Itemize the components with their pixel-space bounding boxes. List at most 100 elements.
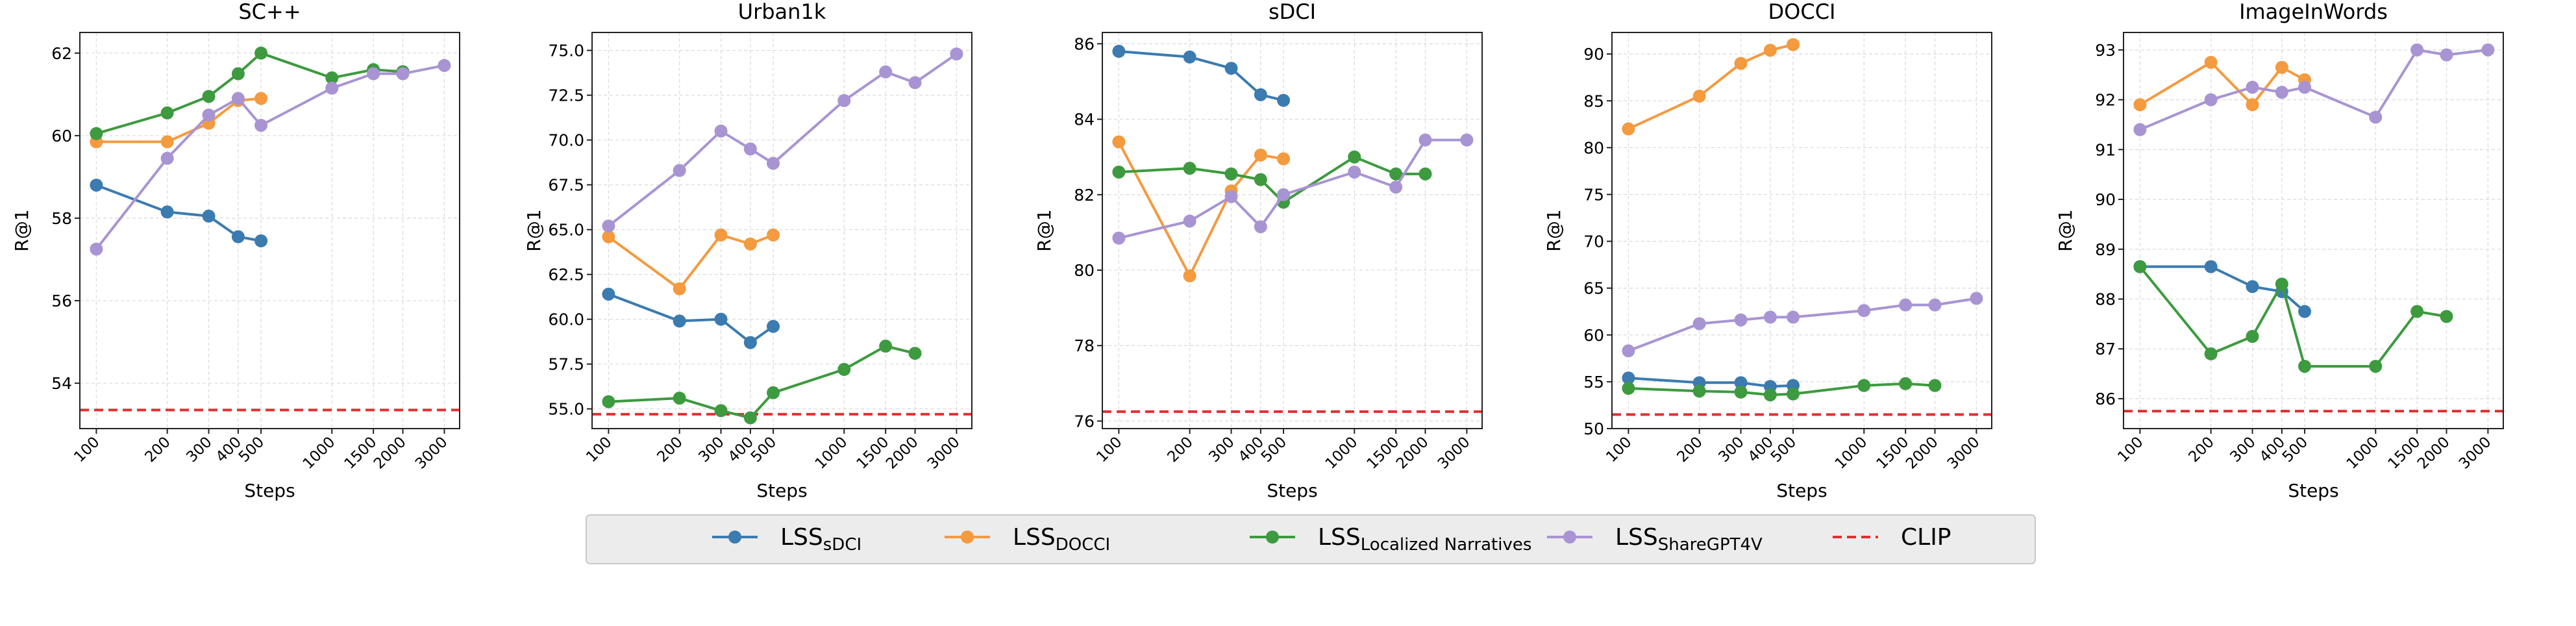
x-tick-label: 3000: [412, 434, 451, 473]
legend-label-sub: sDCI: [823, 535, 861, 555]
x-tick-label: 1000: [812, 434, 851, 473]
data-point: [231, 67, 245, 81]
x-tick-label: 3000: [924, 434, 963, 473]
data-point: [254, 92, 268, 105]
plot-area: [592, 32, 972, 429]
data-point: [1389, 181, 1403, 194]
data-point: [2275, 277, 2288, 291]
x-tick-label: 2000: [883, 434, 922, 473]
data-point: [2369, 110, 2383, 124]
data-point: [2440, 48, 2453, 62]
y-tick-label: 60: [1583, 326, 1604, 345]
data-point: [325, 71, 339, 84]
data-point: [1183, 162, 1196, 175]
axes-frame: [1102, 32, 1483, 429]
x-tick-label: 200: [1674, 434, 1705, 466]
data-point: [743, 237, 757, 251]
data-point: [1277, 188, 1291, 201]
data-point: [231, 230, 245, 244]
data-point: [254, 118, 268, 132]
x-tick-label: 300: [2227, 434, 2259, 466]
x-tick-label: 500: [2279, 434, 2311, 466]
data-point: [837, 94, 851, 107]
axes-frame: [1611, 32, 1992, 429]
data-point: [950, 47, 963, 61]
x-tick-label: 100: [1603, 434, 1635, 466]
data-point: [2275, 60, 2288, 74]
data-point: [325, 81, 339, 95]
data-point: [1348, 150, 1361, 164]
y-tick-label: 90: [1583, 45, 1604, 64]
y-tick-label: 78: [1074, 336, 1095, 355]
gridlines: [592, 32, 972, 429]
y-tick-label: 62.5: [548, 266, 584, 284]
series-sharegpt4v: [602, 47, 963, 233]
data-point: [1418, 167, 1432, 181]
legend-label-sub: ShareGPT4V: [1658, 535, 1763, 555]
series-ln: [602, 340, 922, 425]
y-tick-label: 50: [1583, 419, 1604, 438]
data-point: [673, 314, 686, 328]
chart-title: DOCCI: [1768, 0, 1836, 24]
legend-label: LSSDOCCI: [1013, 524, 1110, 555]
data-point: [160, 135, 174, 149]
x-tick-label: 200: [142, 434, 173, 466]
data-point: [743, 411, 757, 425]
y-tick-label: 65.0: [548, 221, 584, 240]
data-point: [1622, 381, 1635, 395]
data-point: [1112, 45, 1126, 58]
data-point: [1763, 388, 1777, 402]
series-sharegpt4v: [1112, 133, 1474, 245]
series-docci: [1622, 38, 1800, 136]
data-point: [438, 58, 451, 72]
x-axis-label: Steps: [2288, 480, 2338, 501]
data-point: [367, 67, 380, 81]
data-point: [743, 336, 757, 349]
data-point: [714, 312, 728, 326]
y-tick-label: 86: [2095, 390, 2116, 408]
x-tick-label: 3000: [1944, 434, 1983, 473]
data-point: [2204, 56, 2218, 69]
data-point: [1928, 298, 1942, 312]
x-axis-label: Steps: [244, 480, 295, 501]
data-point: [1112, 231, 1126, 245]
x-tick-label: 500: [236, 434, 267, 466]
y-tick-label: 55: [1583, 373, 1604, 392]
legend-label: LSSShareGPT4V: [1615, 524, 1763, 555]
series-line: [2138, 266, 2447, 368]
axes-frame: [591, 32, 972, 429]
data-point: [160, 151, 174, 165]
y-tick-label: 76: [1074, 412, 1095, 431]
x-tick-label: 500: [748, 434, 780, 466]
y-tick-label: 54: [51, 374, 72, 393]
y-axis-label: R@1: [1034, 209, 1055, 251]
y-tick-label: 87: [2095, 340, 2116, 358]
legend-label-main: LSS: [1318, 524, 1361, 551]
x-axis-label: Steps: [756, 480, 807, 501]
data-point: [1348, 165, 1361, 179]
data-point: [396, 67, 410, 81]
data-point: [879, 340, 893, 353]
x-tick-label: 100: [71, 434, 103, 466]
data-point: [1928, 379, 1942, 392]
y-tick-label: 57.5: [548, 355, 584, 374]
data-point: [1734, 313, 1748, 327]
data-point: [90, 179, 103, 192]
data-point: [673, 392, 686, 405]
series-line: [1628, 382, 1935, 397]
x-tick-label: 1000: [300, 434, 339, 473]
data-point: [1692, 384, 1706, 398]
axes-frame: [2123, 32, 2504, 429]
chart-title: Urban1k: [738, 0, 826, 24]
data-point: [602, 395, 615, 408]
data-point: [1787, 310, 1800, 324]
series-docci: [602, 228, 780, 295]
legend-label: LSSLocalized Narratives: [1318, 524, 1531, 555]
data-point: [2246, 280, 2259, 294]
data-point: [879, 65, 893, 79]
data-point: [602, 287, 615, 301]
y-tick-label: 62: [51, 44, 72, 63]
